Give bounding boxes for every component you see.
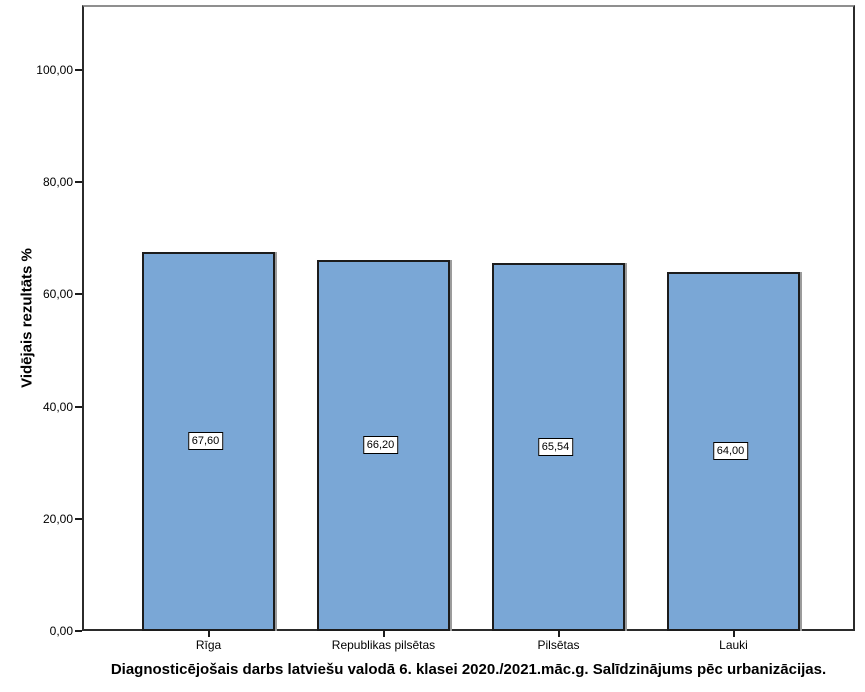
y-tick <box>75 69 82 71</box>
bar-value-label: 65,54 <box>537 438 574 457</box>
chart-title: Diagnosticējošais darbs latviešu valodā … <box>110 661 827 678</box>
x-tick-label: Lauki <box>719 638 748 652</box>
x-tick <box>732 631 735 637</box>
y-tick-label: 40,00 <box>42 399 73 414</box>
y-tick-label: 0,00 <box>49 624 73 638</box>
x-tick-label: Republikas pilsētas <box>331 638 436 652</box>
x-tick <box>382 631 385 637</box>
y-tick <box>75 630 82 632</box>
y-axis-title: Vidējais rezultāts % <box>18 248 36 388</box>
bar-value-label: 67,60 <box>187 432 224 451</box>
y-tick-label: 100,00 <box>36 63 73 77</box>
bar-value-label: 66,20 <box>362 436 399 455</box>
y-tick <box>75 293 82 296</box>
bar-value-label: 64,00 <box>712 442 749 461</box>
y-tick-label: 80,00 <box>42 175 73 190</box>
y-tick-label: 60,00 <box>42 287 73 302</box>
y-tick <box>75 181 82 184</box>
x-tick <box>557 631 560 637</box>
y-tick <box>75 405 82 408</box>
x-tick-label: Pilsētas <box>537 638 580 652</box>
x-tick-label: Rīga <box>195 638 222 652</box>
y-tick <box>75 517 82 520</box>
y-tick-label: 20,00 <box>42 511 73 526</box>
x-tick <box>207 631 210 637</box>
